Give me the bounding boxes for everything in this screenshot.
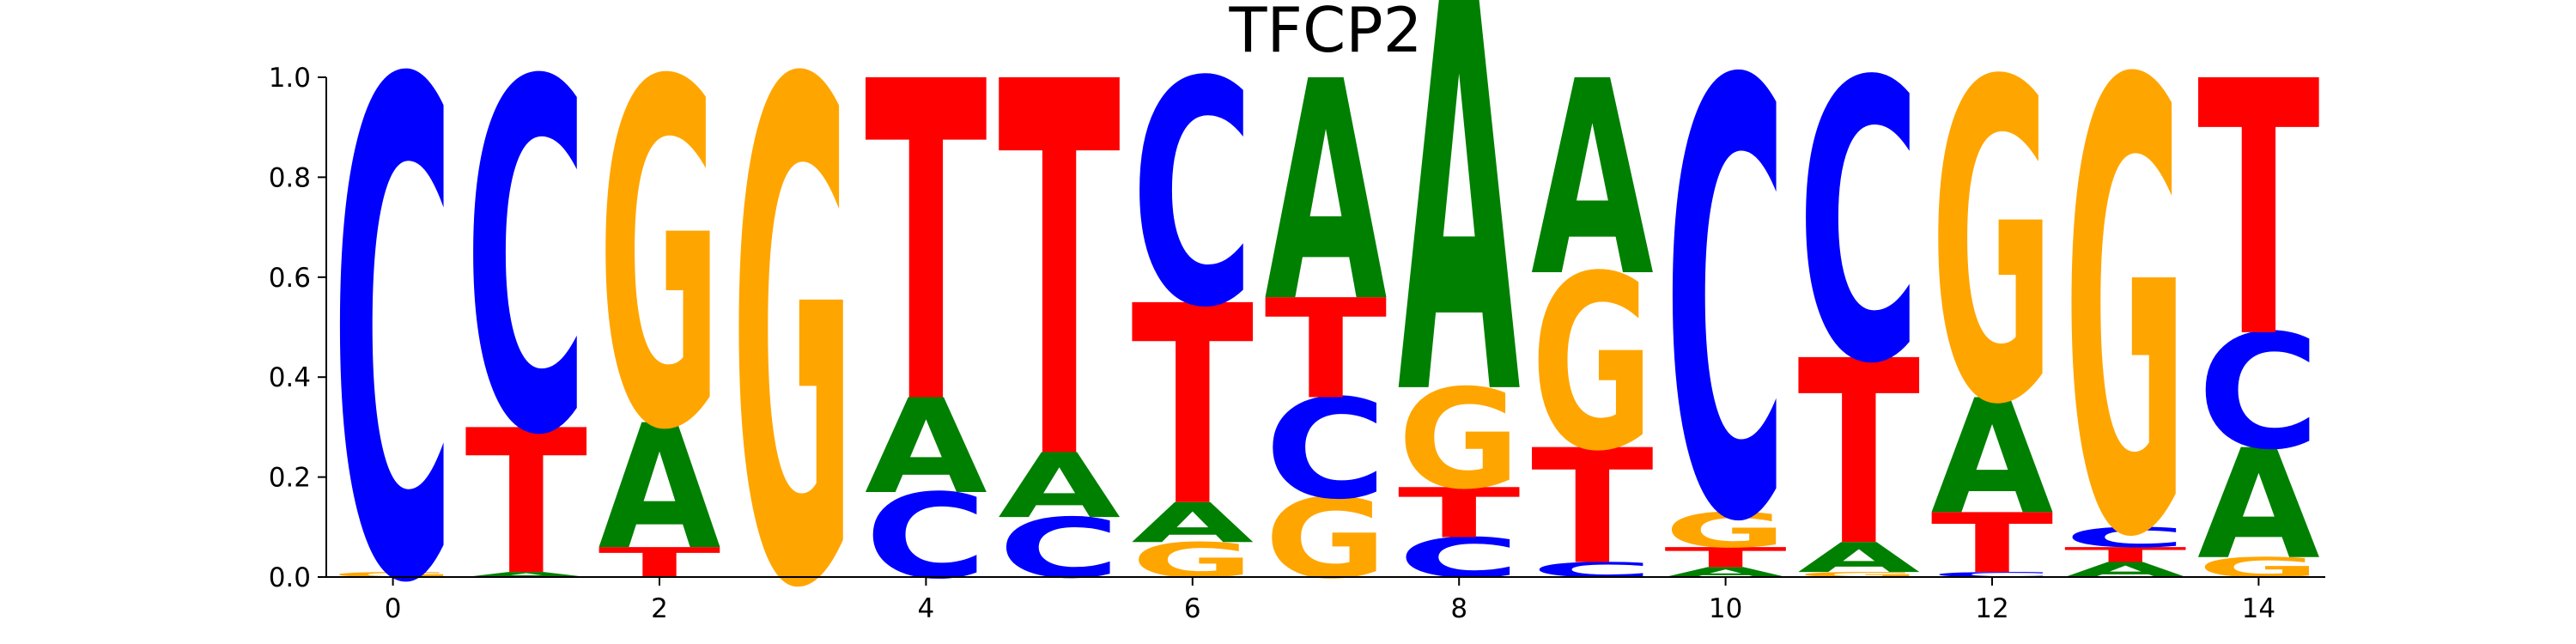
- logo-letter-t: T: [2197, 9, 2321, 416]
- logo-letter-g: G: [732, 0, 854, 644]
- chart-title: TFCP2: [1229, 0, 1423, 66]
- logo-letter-c: C: [1531, 558, 1654, 582]
- tick-marks: 0 2 4 6 8 10 12 14 0.0 0.2 0.4 0.6 0.8 1.0: [269, 63, 2275, 624]
- logo-letter-g: G: [2064, 0, 2187, 644]
- logo-letter-t: T: [1265, 270, 1388, 429]
- logo-position-3: G: [732, 0, 854, 644]
- logo-letter-t: T: [998, 0, 1121, 574]
- y-tick-label: 1.0: [269, 63, 311, 94]
- logo-position-0: GC: [331, 0, 454, 644]
- logo-letter-g: G: [1531, 224, 1654, 503]
- logo-letter-c: C: [2197, 301, 2320, 485]
- logo-letter-a: A: [1531, 25, 1654, 337]
- x-tick-label: 4: [918, 593, 935, 624]
- logo-letter-c: C: [1131, 17, 1254, 376]
- x-tick-label: 0: [385, 593, 402, 624]
- logo-letter-a: A: [2064, 558, 2187, 582]
- logo-position-1: ATC: [465, 0, 587, 620]
- x-tick-label: 10: [1709, 593, 1742, 624]
- logo-letter-a: A: [1398, 0, 1522, 520]
- logo-letter-a: A: [1797, 534, 1920, 582]
- logo-letter-g: G: [1398, 361, 1521, 520]
- logo-letter-t: T: [1664, 542, 1787, 574]
- logo-position-4: CAT: [865, 0, 988, 605]
- y-tick-label: 0.4: [269, 362, 311, 393]
- logo-letter-a: A: [1265, 19, 1388, 369]
- logo-letter-t: T: [2064, 544, 2187, 568]
- logo-letter-c: C: [2064, 522, 2187, 554]
- x-tick-label: 14: [2242, 593, 2275, 624]
- y-tick-label: 0.6: [269, 263, 311, 294]
- logo-letter-t: T: [1131, 247, 1255, 568]
- logo-letter-g: G: [1797, 571, 1920, 579]
- logo-position-5: CAT: [998, 0, 1121, 597]
- logo-letter-c: C: [1664, 0, 1787, 644]
- logo-letter-c: C: [1797, 2, 1920, 448]
- logo-letter-a: A: [465, 571, 587, 579]
- logo-letter-t: T: [465, 388, 587, 620]
- logo-letter-g: G: [331, 571, 454, 579]
- logo-letter-a: A: [598, 389, 721, 588]
- logo-letter-c: C: [1265, 370, 1388, 530]
- logo-letter-g: G: [598, 0, 721, 534]
- logo-letter-t: T: [1398, 474, 1521, 554]
- logo-letter-c: C: [1931, 571, 2054, 579]
- logo-letter-t: T: [1531, 416, 1654, 600]
- logo-letter-t: T: [1797, 307, 1920, 603]
- logo-letter-g: G: [1265, 475, 1388, 603]
- logo-letter-c: C: [998, 501, 1121, 597]
- x-tick-label: 12: [1975, 593, 2008, 624]
- logo-letter-a: A: [1131, 491, 1254, 555]
- y-tick-label: 0.8: [269, 162, 311, 193]
- logo-letter-t: T: [865, 0, 988, 501]
- logo-letter-a: A: [865, 371, 987, 523]
- logo-letter-c: C: [331, 0, 454, 644]
- logo-letter-a: A: [1931, 367, 2054, 550]
- logo-letter-a: A: [2197, 418, 2320, 593]
- logo-position-2: TAG: [598, 0, 721, 588]
- x-tick-label: 6: [1184, 593, 1201, 624]
- logo-letter-c: C: [465, 0, 587, 541]
- logo-letter-a: A: [998, 434, 1121, 538]
- logo-letter-g: G: [1931, 0, 2054, 501]
- y-tick-label: 0.0: [269, 562, 311, 593]
- logo-letter-t: T: [1931, 496, 2054, 592]
- x-tick-label: 2: [651, 593, 668, 624]
- y-tick-label: 0.2: [269, 463, 311, 494]
- x-tick-label: 8: [1450, 593, 1467, 624]
- logo-letter-g: G: [1664, 503, 1787, 559]
